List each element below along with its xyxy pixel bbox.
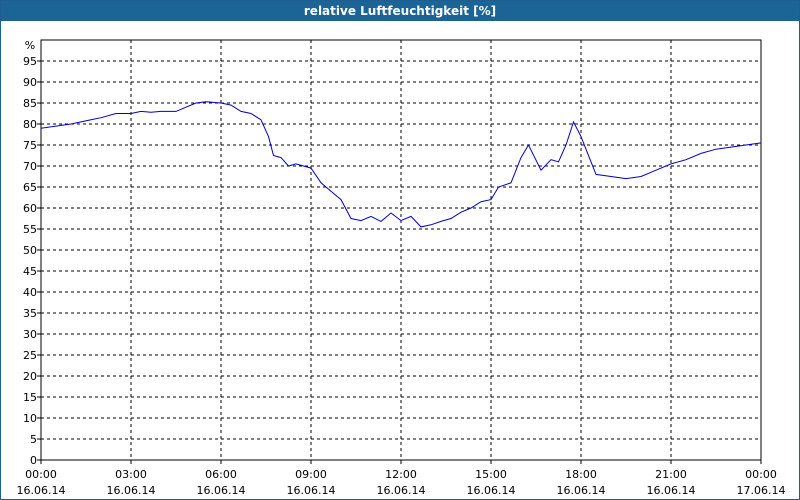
y-tick-label: 75 bbox=[23, 139, 37, 152]
y-tick-label: 20 bbox=[23, 370, 37, 383]
y-tick-label: 90 bbox=[23, 76, 37, 89]
x-tick-time: 18:00 bbox=[565, 468, 597, 481]
x-tick-date: 16.06.14 bbox=[467, 484, 516, 497]
x-tick-time: 00:00 bbox=[25, 468, 57, 481]
y-tick-label: 70 bbox=[23, 160, 37, 173]
x-tick-date: 16.06.14 bbox=[287, 484, 336, 497]
y-tick-label: 5 bbox=[30, 433, 37, 446]
x-tick-date: 16.06.14 bbox=[17, 484, 66, 497]
y-tick-label: 85 bbox=[23, 97, 37, 110]
x-tick-date: 17.06.14 bbox=[737, 484, 786, 497]
y-tick-label: 45 bbox=[23, 265, 37, 278]
x-tick-time: 15:00 bbox=[475, 468, 507, 481]
x-tick-labels: 00:00 16.06.14 03:00 16.06.14 06:00 16.06.14 0… bbox=[17, 460, 786, 497]
x-tick-time: 12:00 bbox=[385, 468, 417, 481]
y-tick-label: 25 bbox=[23, 349, 37, 362]
y-tick-label: 95 bbox=[23, 55, 37, 68]
y-tick-label: 35 bbox=[23, 307, 37, 320]
y-axis-label: % bbox=[25, 39, 35, 52]
chart-title: relative Luftfeuchtigkeit [%] bbox=[1, 1, 799, 21]
y-tick-label: 40 bbox=[23, 286, 37, 299]
x-tick-date: 16.06.14 bbox=[647, 484, 696, 497]
x-tick-date: 16.06.14 bbox=[107, 484, 156, 497]
x-tick-date: 16.06.14 bbox=[197, 484, 246, 497]
x-tick-time: 03:00 bbox=[115, 468, 147, 481]
x-tick-time: 00:00 bbox=[745, 468, 777, 481]
y-tick-label: 0 bbox=[30, 454, 37, 467]
y-tick-label: 10 bbox=[23, 412, 37, 425]
x-tick-date: 16.06.14 bbox=[557, 484, 606, 497]
y-tick-label: 30 bbox=[23, 328, 37, 341]
x-tick-time: 21:00 bbox=[655, 468, 687, 481]
humidity-series-line bbox=[40, 101, 762, 228]
y-tick-labels: 0 5 10 15 20 25 30 35 40 45 50 55 60 65 70 75 80 85 90 95 bbox=[23, 55, 41, 467]
y-tick-label: 80 bbox=[23, 118, 37, 131]
y-tick-label: 65 bbox=[23, 181, 37, 194]
x-tick-time: 09:00 bbox=[295, 468, 327, 481]
y-tick-label: 15 bbox=[23, 391, 37, 404]
y-tick-label: 55 bbox=[23, 223, 37, 236]
y-tick-label: 50 bbox=[23, 244, 37, 257]
x-tick-date: 16.06.14 bbox=[377, 484, 426, 497]
x-tick-time: 06:00 bbox=[205, 468, 237, 481]
grid bbox=[41, 40, 761, 460]
y-tick-label: 60 bbox=[23, 202, 37, 215]
